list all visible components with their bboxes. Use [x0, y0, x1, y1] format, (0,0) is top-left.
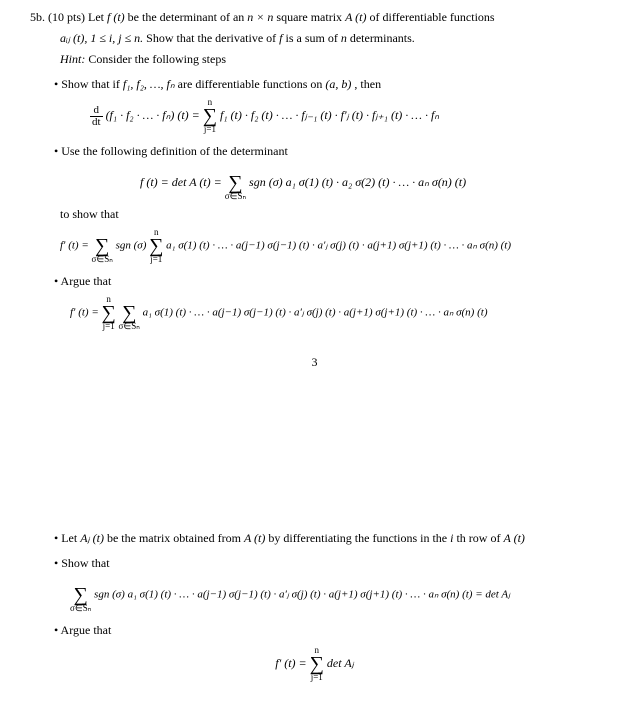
text: square matrix [276, 10, 345, 24]
equation-4: f′ (t) = n ∑ j=1 ∑ σ∈Sₙ a₁ σ(1) (t) · … … [70, 295, 599, 331]
sigma-icon: ∑ [225, 174, 246, 192]
math: sgn (σ) [116, 240, 150, 252]
sum-lower: j=1 [310, 673, 324, 682]
math: (a, b) [325, 77, 351, 91]
step1: Show that if f₁, f₂, …, fₙ are different… [54, 77, 599, 92]
math: f₁ (t) · f₂ (t) · … · fⱼ₋₁ (t) · f′ⱼ (t)… [220, 108, 439, 122]
step6: Argue that [54, 623, 599, 638]
text: Argue that [61, 274, 112, 288]
sum-symbol: ∑ σ∈Sₙ [92, 228, 113, 264]
text: is a sum of [285, 31, 340, 45]
text: Show that the derivative of [146, 31, 279, 45]
sigma-icon: ∑ [203, 107, 217, 125]
step3: Argue that [54, 274, 599, 289]
equation-1: d dt (f₁ · f₂ · … · fₙ) (t) = n ∑ j=1 f₁… [90, 98, 599, 134]
text: of differentiable functions [370, 10, 495, 24]
sum-lower: σ∈Sₙ [119, 322, 140, 331]
math: A (t) [345, 10, 366, 24]
problem-statement: 5b. (10 pts) Let f (t) be the determinan… [30, 10, 599, 25]
math: f′ (t) = [70, 307, 102, 319]
equation-6: f′ (t) = n ∑ j=1 det Aⱼ [30, 646, 599, 682]
text: th row of [456, 531, 503, 545]
math: f [279, 31, 282, 45]
math: aᵢⱼ (t), 1 ≤ i, j ≤ n. [60, 31, 143, 45]
math: sgn (σ) a₁ σ(1) (t) · … · a(j−1) σ(j−1) … [94, 589, 510, 601]
math: f′ (t) = [60, 240, 92, 252]
numerator: d [90, 105, 103, 117]
text: Show that [61, 556, 109, 570]
step4: Let Aⱼ (t) be the matrix obtained from A… [54, 531, 599, 546]
sum-symbol: n ∑ j=1 [102, 295, 116, 331]
math: Aⱼ (t) [80, 531, 104, 545]
sum-lower: σ∈Sₙ [70, 604, 91, 613]
page-break [0, 400, 629, 511]
hint-label: Hint: [60, 52, 85, 66]
sum-symbol: ∑ σ∈Sₙ [225, 165, 246, 201]
page-content: 5b. (10 pts) Let f (t) be the determinan… [0, 0, 629, 400]
equation-3: f′ (t) = ∑ σ∈Sₙ sgn (σ) n ∑ j=1 a₁ σ(1) … [60, 228, 599, 264]
math: i [450, 531, 453, 545]
problem-number: 5b. [30, 10, 45, 24]
sigma-icon: ∑ [102, 304, 116, 322]
sum-symbol: n ∑ j=1 [149, 228, 163, 264]
math: sgn (σ) a₁ σ(1) (t) · a₂ σ(2) (t) · … · … [249, 175, 466, 189]
sum-lower: σ∈Sₙ [225, 192, 246, 201]
math: f₁, f₂, …, fₙ [123, 77, 175, 91]
text: determinants. [350, 31, 415, 45]
step5: Show that [54, 556, 599, 571]
equation-2: f (t) = det A (t) = ∑ σ∈Sₙ sgn (σ) a₁ σ(… [140, 165, 599, 201]
sum-symbol: n ∑ j=1 [203, 98, 217, 134]
text: Show that if [61, 77, 123, 91]
math: A (t) [244, 531, 265, 545]
page-content-2: Let Aⱼ (t) be the matrix obtained from A… [0, 511, 629, 710]
math: n [341, 31, 347, 45]
sigma-icon: ∑ [310, 655, 324, 673]
sum-symbol: n ∑ j=1 [310, 646, 324, 682]
hint-line: Hint: Consider the following steps [60, 52, 599, 67]
math: a₁ σ(1) (t) · … · a(j−1) σ(j−1) (t) · a′… [143, 307, 488, 319]
text: Let [61, 531, 80, 545]
math: a₁ σ(1) (t) · … · a(j−1) σ(j−1) (t) · a′… [166, 240, 511, 252]
math: n × n [247, 10, 273, 24]
text: be the determinant of an [128, 10, 248, 24]
sum-lower: σ∈Sₙ [92, 255, 113, 264]
step2: Use the following definition of the dete… [54, 144, 599, 159]
step2b: to show that [60, 207, 599, 222]
denominator: dt [90, 117, 103, 128]
text: Use the following definition of the dete… [61, 144, 288, 158]
problem-line2: aᵢⱼ (t), 1 ≤ i, j ≤ n. Show that the der… [60, 31, 599, 46]
math: f′ (t) = [275, 656, 309, 670]
sum-lower: j=1 [203, 125, 217, 134]
hint-text: Consider the following steps [88, 52, 226, 66]
sigma-icon: ∑ [70, 586, 91, 604]
sum-symbol: ∑ σ∈Sₙ [70, 577, 91, 613]
text: to show that [60, 207, 119, 221]
math: (f₁ · f₂ · … · fₙ) (t) = [106, 108, 203, 122]
text: , then [354, 77, 381, 91]
sum-symbol: ∑ σ∈Sₙ [119, 295, 140, 331]
math: f (t) = det A (t) = [140, 175, 225, 189]
equation-5: ∑ σ∈Sₙ sgn (σ) a₁ σ(1) (t) · … · a(j−1) … [70, 577, 599, 613]
text: by differentiating the functions in the [268, 531, 450, 545]
math: f (t) [107, 10, 125, 24]
text: Argue that [61, 623, 112, 637]
problem-points: (10 pts) [48, 10, 85, 24]
fraction: d dt [90, 105, 103, 128]
text: are differentiable functions on [178, 77, 326, 91]
math: det Aⱼ [327, 656, 354, 670]
sigma-icon: ∑ [119, 304, 140, 322]
text: Let [88, 10, 107, 24]
page-number: 3 [30, 355, 599, 370]
text: be the matrix obtained from [107, 531, 244, 545]
math: A (t) [503, 531, 524, 545]
sigma-icon: ∑ [149, 237, 163, 255]
sigma-icon: ∑ [92, 237, 113, 255]
sum-lower: j=1 [149, 255, 163, 264]
sum-lower: j=1 [102, 322, 116, 331]
